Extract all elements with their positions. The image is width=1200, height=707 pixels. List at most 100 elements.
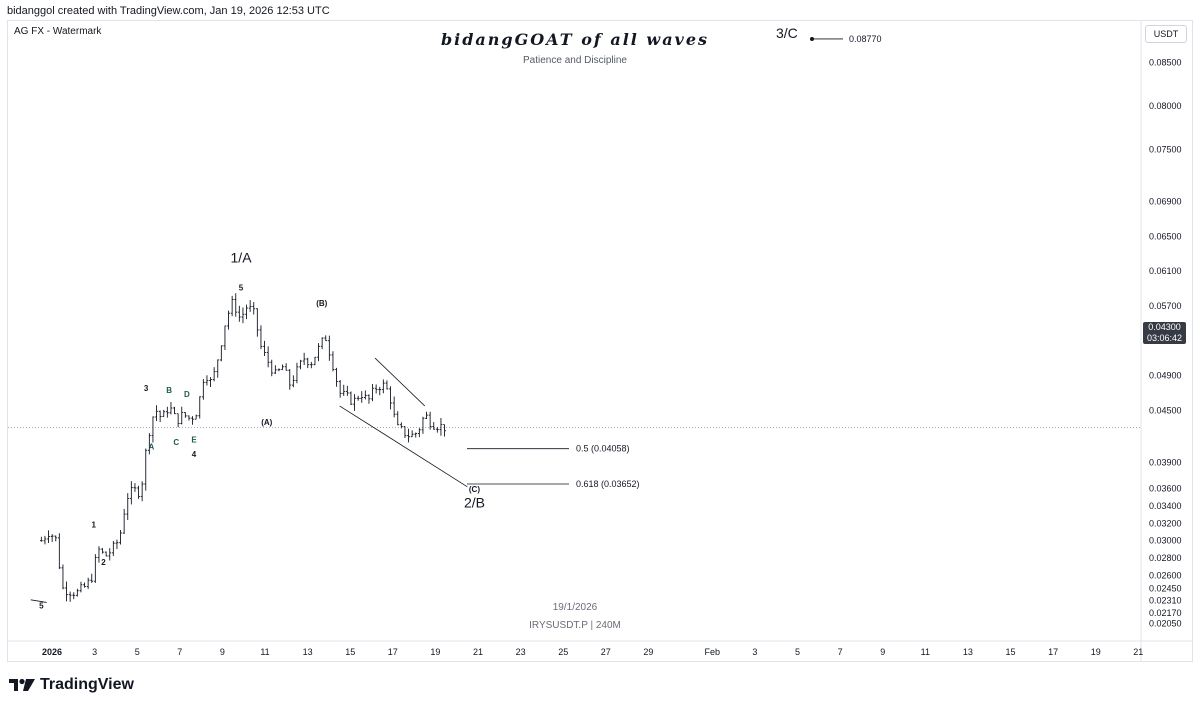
candle	[147, 433, 151, 455]
wave-label: 1	[91, 521, 96, 530]
candle	[353, 394, 356, 411]
tradingview-brand[interactable]: TradingView	[9, 676, 134, 694]
price-tick-label: 0.04500	[1149, 405, 1182, 415]
candle	[57, 533, 61, 569]
watermark-subtitle: Patience and Discipline	[523, 55, 627, 66]
pre-trend-line[interactable]	[30, 599, 47, 603]
bar-countdown: 03:06:42	[1146, 333, 1183, 343]
time-tick-label: 17	[1048, 647, 1058, 657]
price-tick-label: 0.02450	[1149, 584, 1182, 594]
candle	[234, 293, 238, 317]
current-price-value: 0.04300	[1148, 322, 1181, 332]
candle	[277, 368, 281, 372]
candle	[425, 411, 428, 419]
candle	[349, 391, 353, 406]
price-tick-label: 0.06900	[1149, 197, 1182, 207]
indicator-legend[interactable]: AG FX - Watermark	[14, 26, 102, 37]
candle	[162, 409, 166, 417]
candle	[201, 379, 205, 400]
candle	[281, 364, 284, 371]
candle	[317, 343, 320, 362]
chart-pane[interactable]	[7, 20, 1193, 662]
candle	[417, 428, 421, 438]
candle	[331, 351, 335, 372]
candle	[403, 426, 407, 439]
candle	[302, 352, 306, 366]
price-tick-label: 0.03900	[1149, 457, 1182, 467]
time-tick-label: 9	[220, 647, 225, 657]
candle	[435, 427, 439, 433]
candle	[198, 396, 202, 419]
wave-label: 5	[39, 602, 44, 611]
candle	[137, 485, 140, 499]
time-tick-labels[interactable]: 2026 3 5 7 9 11 13 15 17 19 21 23 25 27 29 Feb 3 5 7 9 11 13 1…	[42, 647, 1143, 657]
time-tick-label: 5	[795, 647, 800, 657]
candle	[443, 424, 446, 437]
price-tick-label: 0.02800	[1149, 553, 1182, 563]
price-tick-label: 0.03400	[1149, 501, 1182, 511]
price-tick-labels[interactable]: 0.08500 0.08000 0.07500 0.06900 0.06500 0.061…	[1149, 57, 1182, 628]
candle	[115, 539, 119, 550]
tradingview-wordmark: TradingView	[40, 676, 134, 693]
chart-credit: bidanggol created with TradingView.com, …	[7, 5, 330, 17]
candle	[248, 300, 252, 312]
candle	[389, 386, 392, 410]
candle	[288, 369, 292, 390]
candle	[39, 536, 43, 542]
candle	[219, 345, 223, 362]
candle	[47, 530, 50, 544]
candle	[111, 540, 115, 556]
wave-label-major: 2/B	[464, 495, 485, 511]
wave-label: D	[184, 390, 190, 399]
candle	[306, 357, 310, 369]
candle	[345, 385, 349, 396]
candle	[133, 483, 137, 492]
candle	[101, 548, 104, 554]
time-tick-label: 11	[260, 647, 269, 657]
candles	[39, 293, 446, 602]
time-tick-label: 7	[177, 647, 182, 657]
currency-unit-button[interactable]: USDT	[1145, 25, 1187, 43]
candle	[176, 413, 180, 428]
candle	[270, 359, 274, 377]
candle	[374, 384, 378, 394]
candle	[327, 335, 331, 361]
candle	[54, 535, 58, 542]
candle	[237, 305, 241, 322]
candle	[342, 384, 346, 396]
candle	[313, 356, 317, 366]
time-tick-label: 3	[92, 647, 97, 657]
candle	[108, 548, 112, 561]
candle	[428, 411, 432, 430]
time-tick-label: 15	[1005, 647, 1015, 657]
candle	[227, 310, 230, 330]
candle	[396, 411, 400, 426]
wave-label: 2	[101, 558, 106, 567]
candle	[93, 554, 97, 583]
watermark-symbol: IRYSUSDT.P | 240M	[529, 620, 621, 631]
candle	[259, 325, 263, 350]
tradingview-logo-icon	[9, 678, 35, 691]
candle	[407, 428, 410, 443]
candle	[194, 414, 198, 420]
candle	[432, 422, 436, 430]
candle	[97, 546, 101, 563]
time-tick-label: 11	[921, 647, 930, 657]
candle	[173, 406, 176, 415]
price-tick-label: 0.02170	[1149, 608, 1182, 618]
wedge-trendline[interactable]	[339, 405, 468, 488]
candle	[151, 416, 155, 443]
candle	[72, 592, 76, 600]
candle	[414, 432, 418, 438]
wedge-trendline[interactable]	[374, 357, 426, 407]
candle	[299, 359, 302, 370]
drawings[interactable]: 0.5 (0.04058) 0.618 (0.03652) 0.08770	[30, 34, 882, 603]
candle	[371, 384, 374, 402]
time-tick-label: 7	[838, 647, 843, 657]
wave-label: E	[191, 435, 197, 444]
candle	[223, 325, 227, 351]
candle	[169, 401, 173, 415]
current-price-tag: 0.04300 03:06:42	[1143, 322, 1186, 344]
candle	[385, 380, 389, 390]
